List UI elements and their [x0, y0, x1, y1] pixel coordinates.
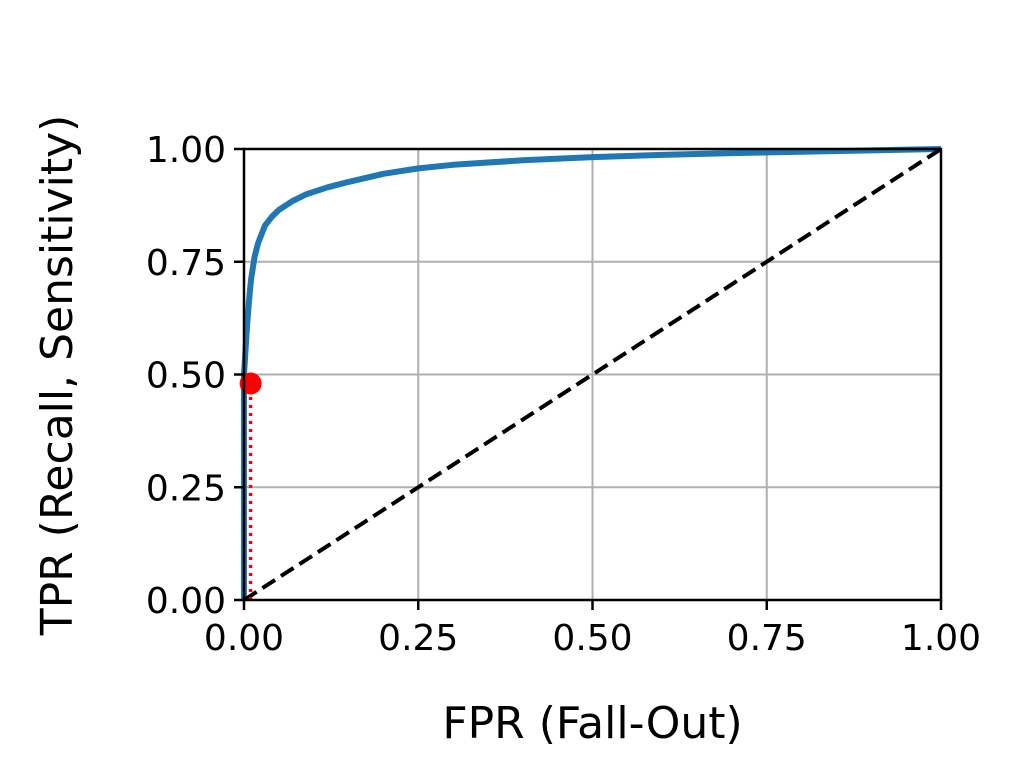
- x-tick-label-1: 0.25: [378, 618, 458, 659]
- y-axis-title: TPR (Recall, Sensitivity): [32, 115, 83, 637]
- y-tick-label-4: 1.00: [146, 130, 226, 171]
- x-tick-label-3: 0.75: [727, 618, 807, 659]
- x-axis-title: FPR (Fall-Out): [442, 698, 742, 749]
- y-tick-label-0: 0.00: [146, 581, 226, 622]
- axis-ticks: 0.00 0.25 0.50 0.75 1.00 0.00 0.25 0.50 0.75 1.00: [146, 130, 981, 659]
- y-tick-label-2: 0.50: [146, 356, 226, 397]
- x-tick-label-4: 1.00: [901, 618, 981, 659]
- x-tick-label-0: 0.00: [204, 618, 284, 659]
- y-tick-label-1: 0.25: [146, 468, 226, 509]
- roc-curve-line: [241, 146, 942, 600]
- random-classifier-line: [242, 147, 943, 602]
- x-tick-label-2: 0.50: [552, 618, 632, 659]
- y-tick-label-3: 0.75: [146, 243, 226, 284]
